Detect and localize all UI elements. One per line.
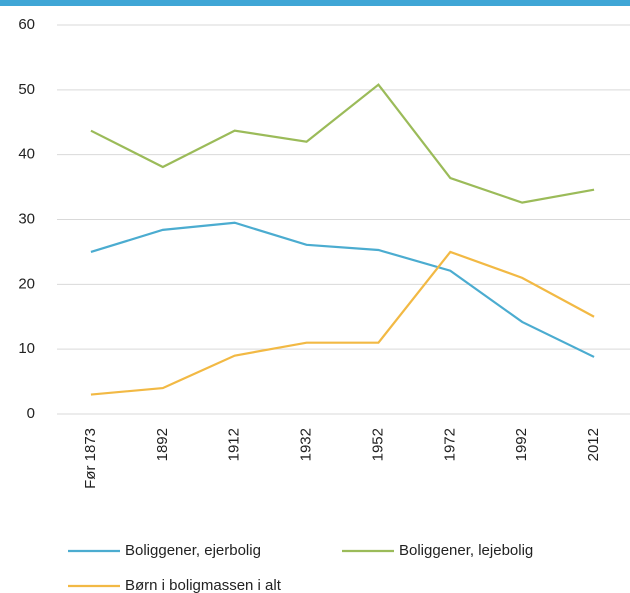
series-line: [90, 250, 595, 396]
x-tick-label: 1912: [226, 428, 243, 461]
series-line: [90, 221, 595, 358]
legend-label: Boliggener, lejebolig: [399, 542, 533, 559]
y-tick-label: 0: [27, 405, 35, 422]
x-tick-label: 1992: [513, 428, 530, 461]
series-line: [90, 83, 595, 204]
y-tick-label: 60: [18, 16, 35, 33]
legend-label: Boliggener, ejerbolig: [125, 542, 261, 559]
y-tick-label: 30: [18, 210, 35, 227]
y-tick-label: 40: [18, 146, 35, 163]
x-tick-label: 1892: [154, 428, 171, 461]
y-tick-label: 10: [18, 340, 35, 357]
x-tick-label: 2012: [585, 428, 602, 461]
x-tick-label: Før 1873: [82, 428, 99, 489]
x-tick-label: 1952: [369, 428, 386, 461]
x-tick-label: 1932: [298, 428, 315, 461]
legend-label: Børn i boligmassen i alt: [125, 577, 282, 593]
top-bar: [0, 0, 630, 6]
y-tick-label: 50: [18, 81, 35, 98]
x-tick-label: 1972: [441, 428, 458, 461]
y-tick-label: 20: [18, 275, 35, 292]
